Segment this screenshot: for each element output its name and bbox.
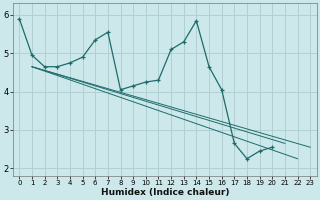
X-axis label: Humidex (Indice chaleur): Humidex (Indice chaleur) bbox=[100, 188, 229, 197]
